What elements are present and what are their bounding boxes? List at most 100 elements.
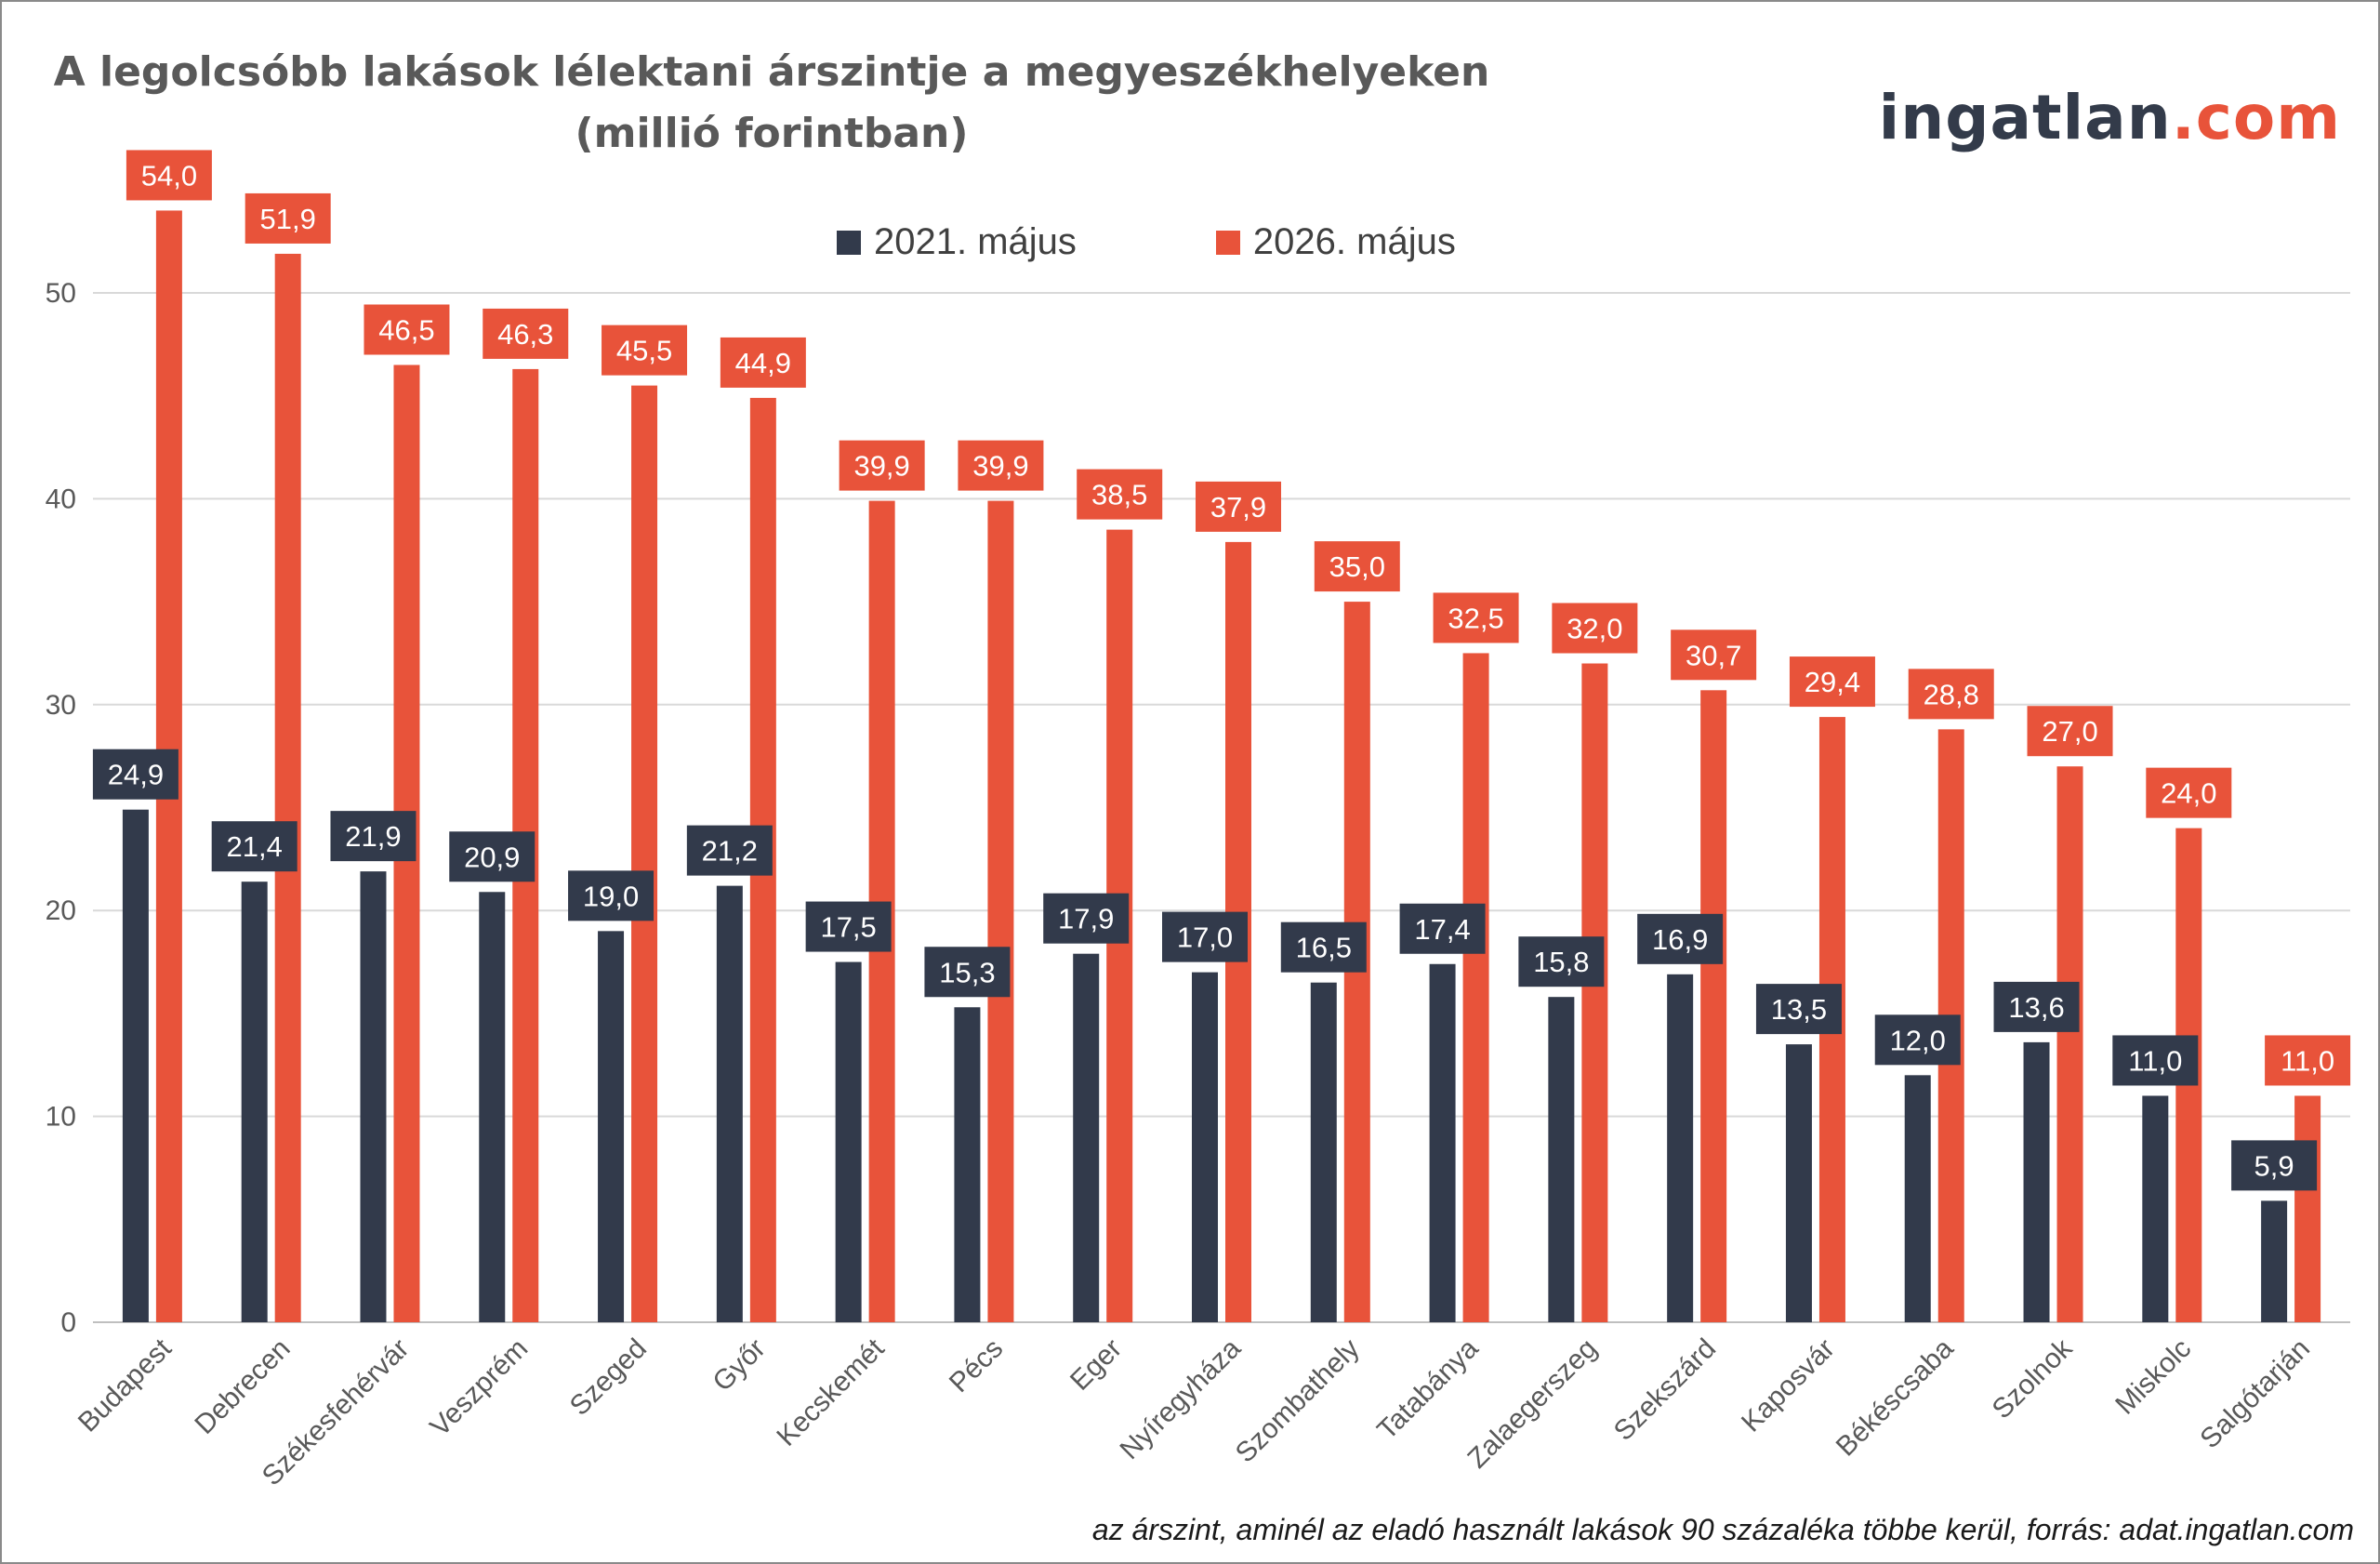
data-label-2021-9: 17,0	[1177, 921, 1233, 954]
data-label-box-2026-9	[1196, 481, 1281, 532]
data-label-box-2021-8	[1043, 893, 1130, 944]
category-label-15: Békéscsaba	[1831, 1332, 1960, 1462]
data-label-box-2026-18	[2265, 1035, 2351, 1086]
data-label-2026-13: 30,7	[1686, 639, 1741, 671]
y-tick-label-30: 30	[46, 690, 76, 721]
data-label-box-2026-6	[839, 440, 925, 491]
bar-2026-13	[1700, 690, 1727, 1322]
data-label-box-2021-16	[1993, 981, 2080, 1032]
data-label-box-2021-4	[568, 870, 654, 921]
bar-2021-9	[1192, 972, 1218, 1322]
data-label-2026-2: 46,5	[378, 313, 434, 346]
ingatlan-logo: ingatlan.com	[1879, 82, 2341, 153]
y-tick-label-50: 50	[46, 278, 76, 309]
category-label-16: Szolnok	[1987, 1332, 2080, 1425]
bar-2021-12	[1548, 997, 1575, 1322]
legend-item-2021: 2021. május	[837, 221, 1077, 263]
legend-item-2026: 2026. május	[1215, 221, 1456, 263]
logo-brand: ingatlan	[1878, 82, 2172, 153]
category-label-18: Salgótarján	[2194, 1333, 2316, 1455]
data-label-box-2021-15	[1874, 1014, 1961, 1066]
category-label-13: Szekszárd	[1608, 1333, 1722, 1447]
bar-2021-8	[1073, 953, 1100, 1322]
y-tick-label-40: 40	[46, 484, 76, 514]
data-label-2026-1: 51,9	[260, 203, 316, 235]
bar-2021-2	[360, 871, 387, 1322]
data-label-box-2026-4	[602, 325, 688, 376]
footnote: az árszint, aminél az eladó használt lak…	[1091, 1513, 2354, 1546]
data-label-2021-2: 21,9	[345, 820, 401, 853]
data-label-box-2021-14	[1755, 984, 1842, 1035]
bar-2026-18	[2294, 1095, 2321, 1322]
bar-2021-14	[1785, 1044, 1812, 1322]
data-label-2026-11: 32,5	[1448, 602, 1503, 634]
category-label-4: Szeged	[564, 1333, 653, 1422]
bar-2021-6	[835, 961, 862, 1322]
bar-2021-17	[2142, 1095, 2169, 1322]
category-label-17: Miskolc	[2109, 1333, 2197, 1421]
data-label-box-2026-17	[2146, 767, 2232, 818]
data-label-2021-6: 17,5	[820, 911, 876, 944]
category-label-5: Győr	[707, 1333, 771, 1398]
data-label-2026-7: 39,9	[972, 450, 1028, 483]
data-label-2026-14: 29,4	[1805, 666, 1860, 698]
data-label-2021-5: 21,2	[702, 835, 758, 868]
chart-title: A legolcsóbb lakások lélektani árszintje…	[53, 48, 1490, 96]
data-label-2021-3: 20,9	[464, 841, 520, 873]
data-label-2021-16: 13,6	[2008, 991, 2064, 1024]
legend-label-2021: 2021. május	[874, 221, 1077, 262]
bar-2026-1	[274, 253, 301, 1323]
data-label-box-2021-3	[449, 831, 536, 882]
data-label-box-2026-16	[2027, 706, 2113, 757]
data-label-box-2026-2	[364, 304, 450, 355]
bar-2021-7	[954, 1007, 981, 1322]
bar-2026-7	[987, 500, 1014, 1322]
logo-tld: .com	[2171, 82, 2341, 153]
category-label-1: Debrecen	[189, 1333, 296, 1440]
bar-2026-16	[2056, 766, 2083, 1322]
category-label-8: Eger	[1064, 1333, 1128, 1397]
data-label-box-2021-0	[92, 749, 178, 800]
data-label-2026-9: 37,9	[1210, 491, 1266, 524]
chart-legend: 2021. május 2026. május	[837, 221, 1595, 263]
data-label-box-2021-2	[330, 811, 416, 862]
bar-2021-4	[598, 931, 625, 1322]
data-label-box-2026-7	[958, 440, 1044, 491]
bar-2026-11	[1462, 653, 1489, 1322]
bar-2021-10	[1310, 982, 1337, 1322]
legend-label-2026: 2026. május	[1252, 221, 1456, 262]
data-label-2026-3: 46,3	[497, 318, 553, 351]
category-label-3: Veszprém	[425, 1333, 535, 1443]
data-label-2021-17: 11,0	[2128, 1044, 2182, 1077]
data-label-2021-0: 24,9	[108, 759, 164, 791]
bar-2021-16	[2023, 1041, 2050, 1322]
bar-2021-11	[1429, 963, 1456, 1322]
bar-2021-1	[241, 881, 268, 1322]
y-tick-label-20: 20	[46, 895, 76, 926]
data-label-box-2026-12	[1552, 603, 1638, 654]
data-label-2021-10: 16,5	[1296, 932, 1352, 964]
bar-2026-12	[1581, 663, 1608, 1322]
data-label-2026-0: 54,0	[141, 159, 197, 192]
data-label-2021-1: 21,4	[227, 830, 283, 863]
category-label-14: Kaposvár	[1736, 1333, 1841, 1438]
data-label-2026-18: 11,0	[2281, 1044, 2334, 1077]
bar-2021-3	[479, 892, 506, 1322]
data-label-box-2026-15	[1908, 669, 1994, 720]
data-label-2026-17: 24,0	[2161, 777, 2216, 810]
legend-swatch-2021	[837, 230, 861, 255]
data-label-box-2026-0	[126, 150, 212, 201]
data-label-box-2026-14	[1789, 656, 1875, 708]
chart-subtitle: (millió forintban)	[575, 110, 969, 157]
data-label-2021-12: 15,8	[1533, 946, 1589, 978]
data-label-2021-4: 19,0	[583, 880, 639, 912]
data-label-box-2026-5	[720, 337, 806, 388]
data-label-2021-14: 13,5	[1771, 993, 1827, 1026]
y-tick-label-0: 0	[60, 1307, 76, 1338]
bar-2021-15	[1904, 1075, 1931, 1322]
data-label-2021-8: 17,9	[1058, 903, 1114, 935]
data-label-box-2021-13	[1637, 913, 1724, 964]
data-label-box-2021-18	[2231, 1140, 2318, 1191]
bar-2021-5	[716, 885, 743, 1322]
